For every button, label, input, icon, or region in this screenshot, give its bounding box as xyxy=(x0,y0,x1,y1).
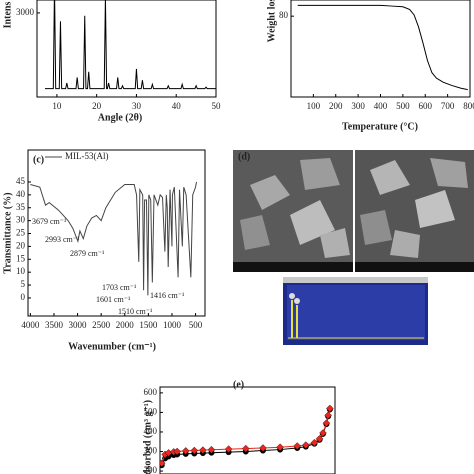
x-tick-label: 10 xyxy=(52,101,62,111)
x-tick-label: 1500 xyxy=(139,320,158,330)
marker xyxy=(160,459,166,468)
y-tick-label: 25 xyxy=(16,228,26,238)
x-tick-label: 3500 xyxy=(45,320,64,330)
marker xyxy=(315,435,324,443)
x-axis-label: Temperature (°C) xyxy=(342,121,418,132)
x-tick-label: 3000 xyxy=(69,320,88,330)
annotation: 3679 cm⁻¹ xyxy=(32,217,67,226)
x-tick-label: 4000 xyxy=(21,320,40,330)
marker xyxy=(276,443,284,451)
y-tick-label: 500 xyxy=(144,406,158,416)
panel-label: (c) xyxy=(33,154,44,165)
data-line xyxy=(161,409,331,466)
plot-area xyxy=(30,181,197,296)
annotation: 1703 cm⁻¹ xyxy=(102,283,137,292)
y-tick-label: 45 xyxy=(16,176,26,186)
y-tick-label: 15 xyxy=(16,253,26,263)
marker xyxy=(302,441,310,449)
marker xyxy=(199,446,207,454)
y-tick-label: 600 xyxy=(144,387,158,397)
y-tick-label: 20 xyxy=(16,240,26,250)
marker xyxy=(259,444,267,452)
x-tick-label: 40 xyxy=(172,101,182,111)
x-tick-label: 600 xyxy=(419,101,433,111)
y-tick-label: 80 xyxy=(279,10,289,20)
plot-area xyxy=(297,4,468,91)
y-axis-label: adsorbed (cm³ g⁻¹) xyxy=(142,400,153,474)
x-tick-label: 100 xyxy=(307,101,321,111)
marker xyxy=(242,444,250,453)
x-tick-label: 2000 xyxy=(116,320,135,330)
marker xyxy=(190,446,199,455)
marker xyxy=(310,438,319,447)
marker xyxy=(326,404,334,413)
y-tick-label: 10 xyxy=(16,266,26,276)
data-line xyxy=(44,0,216,90)
marker xyxy=(293,442,302,450)
data-line xyxy=(30,181,197,296)
y-axis-label: Weight los xyxy=(266,0,277,42)
x-tick-label: 400 xyxy=(374,101,388,111)
y-tick-label: 400 xyxy=(144,426,158,436)
y-axis-label: Transmittance (%) xyxy=(2,192,13,273)
y-tick-label: 300 xyxy=(144,446,158,456)
y-tick-label: 40 xyxy=(16,189,26,199)
y-tick-label: 30 xyxy=(16,215,26,225)
legend-label: MIL-53(Al) xyxy=(65,151,109,161)
annotation: 2879 cm⁻¹ xyxy=(70,249,105,258)
annotation: 1601 cm⁻¹ xyxy=(96,295,131,304)
x-tick-label: 500 xyxy=(189,320,203,330)
x-tick-label: 30 xyxy=(132,101,142,111)
marker xyxy=(224,445,233,453)
annotation: 2993 cm⁻¹ xyxy=(45,235,80,244)
data-line xyxy=(297,4,468,91)
x-tick-label: 1000 xyxy=(163,320,182,330)
marker xyxy=(319,429,327,437)
annotation: 1416 cm⁻¹ xyxy=(150,291,185,300)
x-tick-label: 20 xyxy=(92,101,102,111)
sem-images xyxy=(233,150,474,272)
y-tick-label: 35 xyxy=(16,202,26,212)
x-tick-label: 200 xyxy=(329,101,343,111)
marker xyxy=(322,419,331,427)
y-tick-label: 5 xyxy=(21,279,26,289)
marker xyxy=(173,447,181,456)
x-tick-label: 50 xyxy=(212,101,222,111)
plot-area xyxy=(44,0,216,90)
panel-label: (d) xyxy=(238,151,250,162)
x-tick-label: 700 xyxy=(441,101,455,111)
x-axis-label: Wavenumber (cm⁻¹) xyxy=(68,341,156,352)
y-tick-label: 0 xyxy=(21,292,26,302)
x-tick-label: 800 xyxy=(463,101,474,111)
x-tick-label: 300 xyxy=(351,101,365,111)
x-tick-label: 2500 xyxy=(92,320,111,330)
panel-label: (e) xyxy=(233,379,244,390)
y-axis-label: Intens xyxy=(2,2,13,29)
plot-frame xyxy=(27,149,206,317)
marker xyxy=(181,447,190,455)
y-tick-label: 200 xyxy=(144,465,158,474)
marker xyxy=(207,445,216,454)
eds-spectrum xyxy=(283,277,428,345)
y-tick-label: 3000 xyxy=(16,7,35,17)
plot-frame xyxy=(36,0,217,98)
x-axis-label: Angle (2θ) xyxy=(98,112,142,123)
annotation: 1510 cm⁻¹ xyxy=(118,307,153,316)
plot-frame xyxy=(159,386,336,474)
marker xyxy=(324,411,332,420)
plot-area xyxy=(160,404,334,469)
x-tick-label: 500 xyxy=(396,101,410,111)
